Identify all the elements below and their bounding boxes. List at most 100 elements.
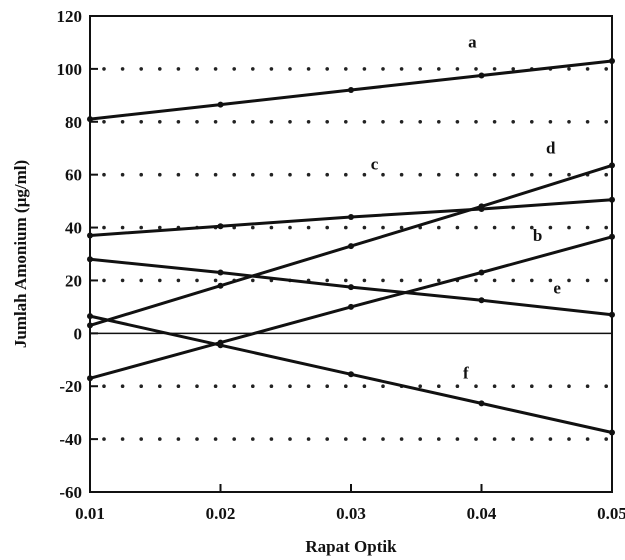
grid-dot: [213, 120, 218, 124]
grid-dot: [102, 172, 106, 177]
grid-dot: [567, 120, 571, 124]
grid-dot: [251, 384, 255, 389]
axis-ticks: -60 -40 -20 0 20 40 60 80 100 120 0.01 0.02 0.03 0.04…: [57, 7, 625, 523]
grid-dot: [585, 384, 590, 389]
grid-dot: [492, 384, 497, 389]
grid-dot: [567, 67, 571, 71]
grid-dot: [306, 437, 311, 441]
grid-dot: [399, 278, 404, 283]
grid-dot: [213, 384, 218, 389]
grid-dot: [232, 67, 236, 71]
grid-dot: [455, 225, 460, 230]
grid-dot: [288, 384, 292, 389]
grid-dot: [474, 67, 478, 71]
grid-dot: [176, 172, 181, 177]
grid-dot: [102, 67, 106, 71]
y-tick-label: -40: [59, 430, 82, 449]
grid-dot: [530, 225, 534, 230]
grid-dot: [567, 384, 571, 389]
grid-dot: [511, 384, 515, 389]
grid-dot: [548, 437, 553, 441]
grid-dot: [158, 67, 162, 71]
grid-dot: [437, 437, 441, 441]
grid-dot: [176, 384, 181, 389]
grid-dot: [269, 67, 274, 71]
grid-dot: [232, 172, 236, 177]
grid-dot: [511, 172, 515, 177]
data-point-d: [348, 243, 354, 250]
grid-dot: [232, 120, 236, 124]
grid-dot: [530, 172, 534, 177]
grid-dot: [474, 225, 478, 230]
data-point-a: [478, 72, 485, 79]
grid-dot: [362, 120, 367, 124]
grid-dot: [344, 172, 348, 177]
grid-dot: [437, 172, 441, 177]
y-tick-label: -20: [59, 377, 82, 396]
grid-dot: [548, 278, 553, 283]
grid-dot: [344, 225, 348, 230]
y-tick-label: 80: [65, 113, 82, 132]
grid-dot: [120, 278, 125, 283]
grid-dot: [455, 172, 460, 177]
grid-dot: [399, 120, 404, 124]
series-label-d: d: [546, 139, 556, 158]
grid-dot: [604, 120, 608, 124]
grid-dot: [492, 278, 497, 283]
grid-dot: [399, 437, 404, 441]
y-tick-label: 100: [57, 60, 83, 79]
grid-dot: [176, 278, 181, 283]
grid-dot: [213, 278, 218, 283]
grid-dot: [585, 67, 590, 71]
grid-dot: [511, 120, 515, 124]
grid-dot: [455, 384, 460, 389]
grid-dot: [120, 67, 125, 71]
grid-dot: [251, 67, 255, 71]
grid-dot: [418, 67, 423, 71]
grid-dot: [585, 120, 590, 124]
data-point-d: [217, 282, 224, 289]
series-lines: [87, 58, 615, 436]
grid-dot: [418, 384, 423, 389]
grid-dot: [344, 67, 348, 71]
grid-dot: [585, 437, 590, 441]
grid-dot: [437, 120, 441, 124]
grid-dot: [344, 437, 348, 441]
grid-dot: [195, 120, 199, 124]
data-point-d: [478, 203, 485, 210]
grid-dot: [455, 437, 460, 441]
grid-dot: [195, 67, 199, 71]
grid-dot: [158, 384, 162, 389]
grid-dot: [492, 172, 497, 177]
grid-dot: [474, 172, 478, 177]
grid-dot: [548, 384, 553, 389]
grid-dot: [158, 172, 162, 177]
grid-dot: [325, 384, 330, 389]
grid-dot: [418, 120, 423, 124]
grid-dot: [269, 172, 274, 177]
grid-dot: [139, 437, 143, 441]
x-tick-label: 0.04: [467, 504, 497, 523]
grid-dot: [306, 120, 311, 124]
grid-dot: [455, 67, 460, 71]
grid-dot: [213, 172, 218, 177]
grid-dot: [306, 67, 311, 71]
series-label-f: f: [463, 363, 469, 382]
grid-dot: [120, 384, 125, 389]
grid-dot: [176, 67, 181, 71]
grid-dot: [604, 172, 608, 177]
grid-dot: [344, 384, 348, 389]
grid-dot: [102, 225, 106, 230]
grid-dot: [120, 172, 125, 177]
grid-dot: [306, 225, 311, 230]
grid-dot: [437, 225, 441, 230]
x-tick-label: 0.03: [336, 504, 366, 523]
y-tick-label: 120: [57, 7, 83, 26]
grid-dot: [288, 67, 292, 71]
grid-dot: [399, 67, 404, 71]
grid-dot: [344, 278, 348, 283]
grid-dot: [585, 225, 590, 230]
data-point-a: [348, 87, 354, 93]
